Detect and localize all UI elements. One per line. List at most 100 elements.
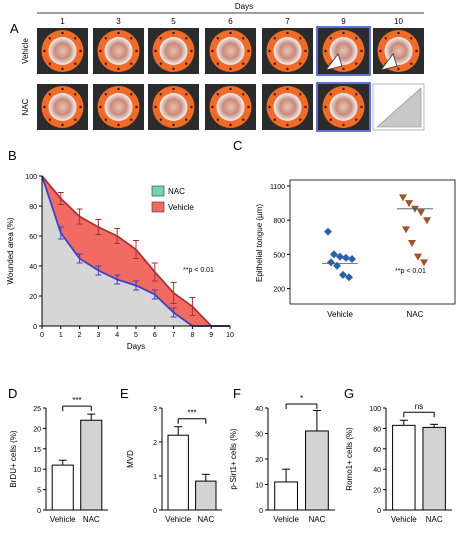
data-point-vehicle [330,250,338,259]
suture-dot [117,31,120,35]
y-tick-label: 40 [255,406,263,413]
x-tick-label: 8 [190,332,194,339]
suture-dot [242,93,245,96]
suture-dot [216,62,219,65]
panel-c-chart: 200 500 800 1100 Epithelial tongue (µm) Vehic… [255,179,456,319]
data-point-vehicle [348,254,356,263]
suture-dot [355,62,358,65]
wound-area [329,93,358,121]
day-label-6: 6 [228,17,233,26]
y-tick-label: 25 [33,406,41,413]
panel-d-chart: 0 5 10 15 20 25 BrDU+ cells (%) Vehicle NAC *** [9,396,108,524]
y-tick-label: 2 [153,440,157,447]
suture-dot [104,118,107,121]
suture-dot [229,67,232,71]
data-point-vehicle [342,253,350,262]
legend-label-vehicle: Vehicle [168,203,194,212]
suture-dot [242,37,245,40]
wound-area [216,93,245,121]
suture-dot [324,105,327,109]
suture-dot [48,37,51,40]
suture-dot [135,49,138,53]
suture-dot [172,123,175,127]
y-tick-label: 1 [153,474,157,481]
photo-grid-title: Days [235,2,253,11]
suture-dot [104,93,107,96]
suture-dot [299,118,302,121]
panel-letter-d: D [8,386,17,401]
data-point-vehicle [345,273,353,282]
suture-dot [79,105,82,109]
suture-dot [61,87,64,91]
panel-letter-a: A [10,21,19,36]
suture-dot [61,31,64,35]
suture-dot [415,49,418,53]
wound-photo-nac-day-6 [205,84,256,130]
suture-dot [247,105,250,109]
wound-photo-vehicle-day-1 [37,28,88,74]
day-label-3: 3 [116,17,121,26]
significance-label: * [300,394,303,403]
y-tick-label: 100 [25,174,37,181]
x-tick-label: 9 [209,332,213,339]
data-point-nac [405,200,413,208]
suture-dot [342,123,345,127]
data-point-nac [411,205,419,213]
wound-area [48,37,77,65]
data-point-nac [408,240,416,247]
suture-dot [273,62,276,65]
suture-dot [48,62,51,65]
suture-dot [216,93,219,96]
suture-dot [379,49,382,53]
suture-dot [216,37,219,40]
suture-dot [286,67,289,71]
suture-dot [185,93,188,96]
suture-dot [397,67,400,71]
y-tick-label: 500 [273,252,285,259]
suture-dot [397,31,400,35]
y-axis-label: Wounded area (%) [6,217,15,284]
wound-photo-vehicle-day-6 [205,28,256,74]
y-tick-label: 1100 [270,184,285,191]
suture-dot [329,37,332,40]
y-tick-label: 60 [29,234,37,241]
bar-nac [422,426,446,511]
y-tick-label: 800 [273,218,285,225]
suture-dot [286,87,289,91]
suture-dot [273,93,276,96]
x-category-label: Vehicle [327,310,353,319]
suture-dot [304,105,307,109]
y-tick-label: 0 [33,324,37,331]
y-tick-label: 40 [29,264,37,271]
day-label-1: 1 [60,17,65,26]
suture-dot [360,105,363,109]
x-tick-label: 7 [172,332,176,339]
x-axis-label: Days [127,342,145,351]
y-tick-label: 20 [33,426,41,433]
suture-dot [117,67,120,71]
y-tick-label: 20 [373,488,381,495]
x-category-label: Vehicle [50,515,76,524]
suture-dot [268,105,271,109]
x-tick-label: 3 [96,332,100,339]
significance-label: ns [415,402,423,411]
plot-frame [289,179,456,305]
x-category-label: NAC [83,515,100,524]
bar-vehicle [392,424,416,511]
bar-nac [80,419,103,511]
data-point-nac [420,259,428,267]
day-label-7: 7 [285,17,290,26]
y-tick-label: 5 [37,488,41,495]
data-point-nac [414,253,422,261]
wound-area [159,93,188,121]
x-category-label: Vehicle [273,515,299,524]
suture-dot [74,118,77,121]
x-category-label: NAC [308,515,325,524]
suture-dot [216,118,219,121]
y-tick-label: 10 [33,467,41,474]
legend-swatch-nac [151,185,165,197]
panel-g-chart: 0 20 40 60 80 100 Romo1+ cells (%) Vehicle NAC ns [345,402,452,524]
y-tick-label: 40 [373,467,381,474]
wound-area [104,93,133,121]
wound-photo-nac-day-1 [37,84,88,130]
